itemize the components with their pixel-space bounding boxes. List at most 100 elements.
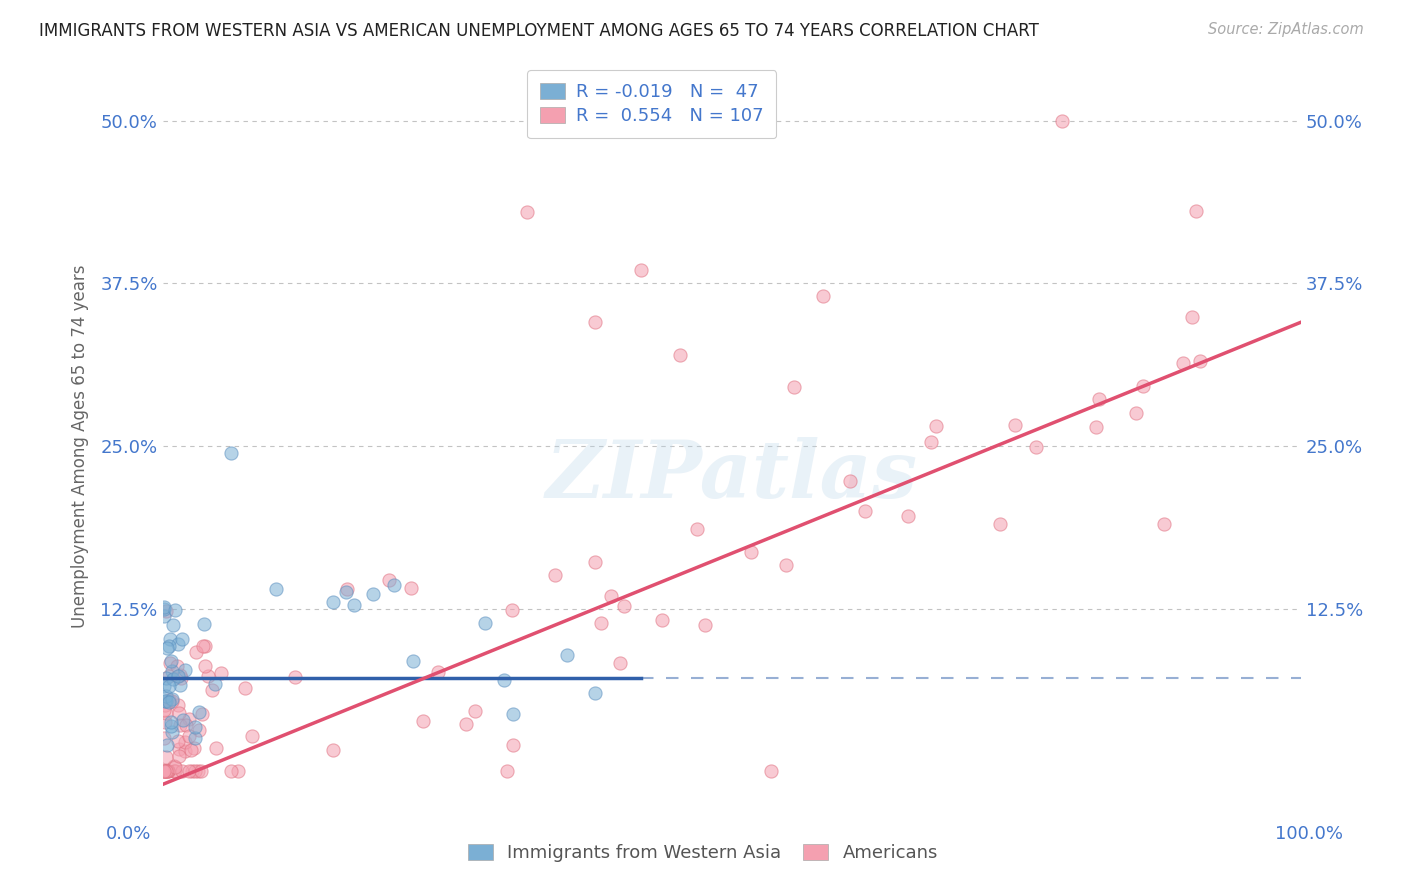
Point xyxy=(169,718,191,732)
Point xyxy=(1004,418,1026,433)
Point xyxy=(179,712,201,726)
Text: 0.0%: 0.0% xyxy=(105,825,150,843)
Point xyxy=(152,731,174,745)
Point xyxy=(153,703,176,717)
Point xyxy=(1050,113,1073,128)
Point xyxy=(152,608,174,623)
Point xyxy=(169,678,191,692)
Point xyxy=(343,598,366,612)
Point xyxy=(163,764,186,779)
Point xyxy=(284,670,307,684)
Point xyxy=(1173,356,1195,370)
Point xyxy=(167,748,190,763)
Point xyxy=(152,764,174,779)
Point xyxy=(925,419,948,434)
Point xyxy=(1153,517,1175,532)
Point xyxy=(174,718,197,732)
Point xyxy=(153,694,176,708)
Point xyxy=(378,574,401,588)
Point xyxy=(179,729,201,743)
Point xyxy=(363,587,385,601)
Point xyxy=(184,764,207,779)
Point xyxy=(426,665,449,679)
Point xyxy=(838,474,860,488)
Point xyxy=(184,720,207,734)
Point xyxy=(613,599,636,614)
Point xyxy=(266,582,288,597)
Point xyxy=(160,692,183,706)
Point xyxy=(156,640,179,655)
Text: ZIPatlas: ZIPatlas xyxy=(546,437,918,515)
Point xyxy=(155,671,177,685)
Point xyxy=(184,731,207,745)
Point xyxy=(162,618,184,632)
Point xyxy=(167,733,190,747)
Point xyxy=(204,741,226,756)
Point xyxy=(583,555,606,569)
Point xyxy=(740,545,762,559)
Point xyxy=(686,522,709,536)
Point xyxy=(693,618,716,632)
Point xyxy=(775,558,797,572)
Point xyxy=(165,603,187,617)
Point xyxy=(920,435,942,450)
Point xyxy=(1125,407,1147,421)
Point xyxy=(160,719,183,733)
Point xyxy=(155,764,177,779)
Text: IMMIGRANTS FROM WESTERN ASIA VS AMERICAN UNEMPLOYMENT AMONG AGES 65 TO 74 YEARS : IMMIGRANTS FROM WESTERN ASIA VS AMERICAN… xyxy=(39,22,1039,40)
Text: 100.0%: 100.0% xyxy=(1275,825,1343,843)
Point xyxy=(159,656,181,670)
Legend: R = -0.019   N =  47, R =  0.554   N = 107: R = -0.019 N = 47, R = 0.554 N = 107 xyxy=(527,70,776,138)
Point xyxy=(167,698,190,713)
Point xyxy=(169,668,191,682)
Point xyxy=(555,648,578,663)
Point xyxy=(783,380,806,394)
Point xyxy=(188,705,211,719)
Point xyxy=(165,764,187,779)
Point xyxy=(201,683,224,698)
Point xyxy=(157,669,180,683)
Point xyxy=(853,504,876,518)
Point xyxy=(651,613,673,627)
Point xyxy=(173,744,195,758)
Point xyxy=(170,764,193,779)
Point xyxy=(193,616,215,631)
Point xyxy=(454,717,477,731)
Point xyxy=(1087,392,1109,407)
Point xyxy=(492,673,515,688)
Point xyxy=(162,672,184,686)
Point xyxy=(167,742,190,756)
Point xyxy=(496,764,519,779)
Point xyxy=(177,764,200,779)
Point xyxy=(157,679,180,693)
Point xyxy=(163,759,186,773)
Point xyxy=(464,704,486,718)
Point xyxy=(156,764,179,779)
Point xyxy=(544,568,567,582)
Point xyxy=(183,741,205,756)
Point xyxy=(474,615,496,630)
Point xyxy=(209,666,232,681)
Point xyxy=(1181,310,1204,324)
Point xyxy=(583,686,606,700)
Point xyxy=(759,764,782,779)
Point xyxy=(166,659,188,673)
Point xyxy=(172,713,194,727)
Point xyxy=(190,764,212,779)
Point xyxy=(157,695,180,709)
Point xyxy=(516,204,538,219)
Point xyxy=(155,604,177,618)
Point xyxy=(336,582,359,596)
Point xyxy=(583,315,606,329)
Point xyxy=(187,723,209,738)
Point xyxy=(609,657,631,671)
Point xyxy=(152,601,174,615)
Point xyxy=(159,654,181,668)
Point xyxy=(401,581,423,595)
Point xyxy=(1185,204,1208,219)
Point xyxy=(988,517,1011,532)
Point xyxy=(155,694,177,708)
Point xyxy=(155,750,177,764)
Point xyxy=(155,715,177,730)
Point xyxy=(170,671,193,685)
